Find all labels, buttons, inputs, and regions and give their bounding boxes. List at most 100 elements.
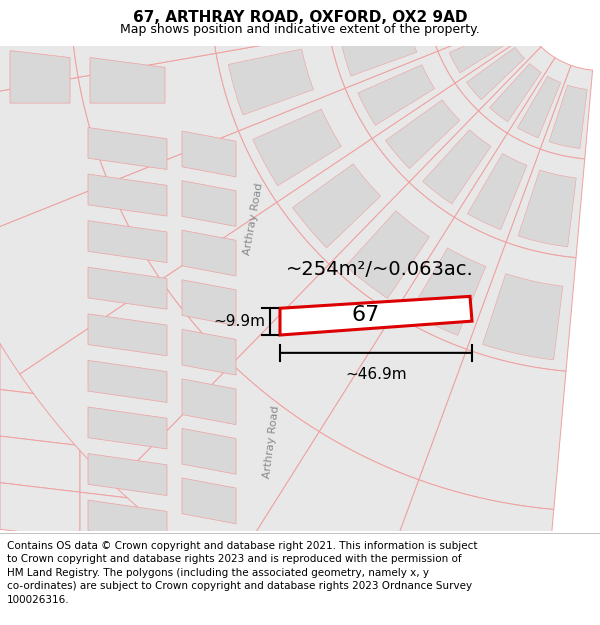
Polygon shape	[240, 46, 305, 531]
Text: Arthray Road: Arthray Road	[263, 405, 281, 479]
Polygon shape	[0, 157, 80, 212]
Polygon shape	[0, 46, 80, 110]
Polygon shape	[182, 230, 236, 276]
Polygon shape	[161, 202, 329, 364]
Polygon shape	[467, 48, 524, 100]
Text: Arthray Road: Arthray Road	[242, 182, 264, 256]
Polygon shape	[0, 389, 80, 446]
Polygon shape	[540, 66, 593, 159]
Polygon shape	[182, 181, 236, 226]
Polygon shape	[175, 372, 243, 432]
Polygon shape	[0, 183, 161, 374]
Polygon shape	[372, 83, 478, 182]
Polygon shape	[175, 471, 243, 531]
Polygon shape	[0, 296, 80, 352]
Polygon shape	[70, 0, 216, 78]
Polygon shape	[506, 149, 585, 258]
Polygon shape	[518, 170, 576, 247]
Polygon shape	[229, 432, 419, 625]
Polygon shape	[341, 26, 417, 76]
Polygon shape	[88, 174, 167, 216]
Polygon shape	[88, 221, 167, 262]
Polygon shape	[0, 110, 80, 166]
Polygon shape	[80, 306, 175, 364]
Polygon shape	[88, 314, 167, 356]
Polygon shape	[0, 250, 80, 306]
Polygon shape	[210, 0, 329, 53]
Polygon shape	[175, 66, 240, 110]
Polygon shape	[88, 454, 167, 496]
Polygon shape	[80, 352, 175, 411]
Polygon shape	[361, 480, 554, 625]
Polygon shape	[80, 54, 175, 110]
Polygon shape	[182, 379, 236, 424]
Polygon shape	[182, 428, 236, 474]
Polygon shape	[175, 223, 243, 283]
Polygon shape	[454, 133, 540, 242]
Polygon shape	[0, 0, 78, 107]
Polygon shape	[386, 100, 460, 169]
Text: ~46.9m: ~46.9m	[345, 367, 407, 382]
Polygon shape	[410, 248, 486, 336]
Text: ~9.9m: ~9.9m	[213, 314, 265, 329]
Text: Contains OS data © Crown copyright and database right 2021. This information is : Contains OS data © Crown copyright and d…	[7, 541, 478, 605]
Polygon shape	[449, 29, 511, 73]
Polygon shape	[394, 217, 506, 349]
Text: 67: 67	[352, 305, 380, 325]
Polygon shape	[80, 492, 175, 550]
Polygon shape	[425, 0, 516, 16]
Polygon shape	[478, 47, 555, 133]
Polygon shape	[439, 8, 502, 42]
Polygon shape	[319, 314, 467, 480]
Polygon shape	[277, 139, 409, 264]
Polygon shape	[88, 500, 167, 542]
Polygon shape	[517, 76, 560, 138]
Polygon shape	[409, 111, 507, 218]
Polygon shape	[182, 478, 236, 524]
Polygon shape	[175, 174, 243, 233]
Polygon shape	[220, 0, 298, 39]
Polygon shape	[80, 446, 175, 504]
Polygon shape	[182, 131, 236, 177]
Polygon shape	[455, 33, 541, 111]
Polygon shape	[80, 399, 175, 457]
Polygon shape	[20, 280, 232, 485]
Polygon shape	[280, 296, 472, 335]
Polygon shape	[346, 211, 430, 298]
Polygon shape	[335, 0, 407, 22]
Polygon shape	[358, 65, 434, 126]
Polygon shape	[10, 51, 70, 103]
Polygon shape	[419, 349, 566, 509]
Polygon shape	[182, 329, 236, 375]
Polygon shape	[109, 131, 277, 280]
Polygon shape	[490, 64, 541, 122]
Text: 67, ARTHRAY ROAD, OXFORD, OX2 9AD: 67, ARTHRAY ROAD, OXFORD, OX2 9AD	[133, 10, 467, 25]
Polygon shape	[80, 166, 175, 224]
Polygon shape	[467, 154, 527, 229]
Polygon shape	[88, 268, 167, 309]
Polygon shape	[438, 18, 530, 83]
Polygon shape	[80, 213, 175, 271]
Polygon shape	[88, 127, 167, 169]
Polygon shape	[114, 364, 319, 574]
Polygon shape	[0, 343, 80, 399]
Polygon shape	[482, 274, 563, 360]
Polygon shape	[467, 242, 576, 371]
Polygon shape	[422, 130, 491, 204]
Polygon shape	[0, 436, 80, 492]
Polygon shape	[90, 58, 165, 103]
Polygon shape	[329, 16, 438, 88]
Polygon shape	[175, 322, 243, 382]
Polygon shape	[80, 259, 175, 317]
Polygon shape	[329, 182, 454, 314]
Text: ~254m²/~0.063ac.: ~254m²/~0.063ac.	[286, 259, 474, 279]
Polygon shape	[507, 58, 571, 149]
Polygon shape	[216, 34, 345, 131]
Polygon shape	[182, 280, 236, 326]
Polygon shape	[435, 0, 496, 9]
Polygon shape	[293, 164, 380, 248]
Polygon shape	[253, 109, 341, 186]
Polygon shape	[325, 0, 428, 34]
Polygon shape	[428, 1, 521, 51]
Text: Map shows position and indicative extent of the property.: Map shows position and indicative extent…	[120, 22, 480, 36]
